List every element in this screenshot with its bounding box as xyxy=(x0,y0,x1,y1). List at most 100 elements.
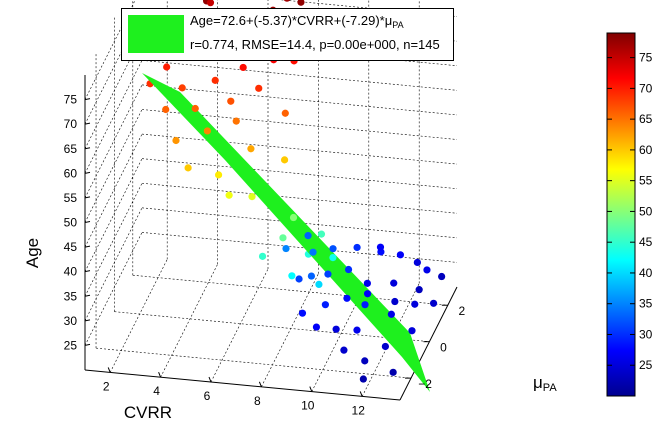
grid-line-x xyxy=(160,264,218,378)
data-point-front-37 xyxy=(343,294,351,302)
data-point-front-47 xyxy=(329,245,337,253)
grid-line-z xyxy=(141,60,458,91)
data-point-81 xyxy=(359,375,367,383)
z-tick-mark xyxy=(84,245,91,248)
data-point-69 xyxy=(332,325,340,333)
x-tick-mark xyxy=(359,391,363,397)
z-tick-label: 55 xyxy=(64,191,78,205)
data-point-front-51 xyxy=(413,258,421,267)
data-point-40 xyxy=(279,234,287,242)
z-tick-mark xyxy=(84,122,91,125)
z-tick-mark xyxy=(84,196,91,199)
x-tick-label: 10 xyxy=(301,399,315,413)
grid-line-y xyxy=(114,311,430,342)
data-point-front-27 xyxy=(206,0,215,7)
data-point-70 xyxy=(340,346,348,354)
y-tick-label: −2 xyxy=(418,377,432,391)
data-point-front-36 xyxy=(344,265,353,274)
grid-line-z xyxy=(141,158,458,189)
y-axis-label: μPA xyxy=(533,373,557,394)
data-point-66 xyxy=(295,275,303,283)
z-tick-mark xyxy=(84,98,91,101)
grid-line-z xyxy=(141,207,458,239)
data-point-front-34 xyxy=(329,254,337,262)
z-tick-label: 75 xyxy=(64,93,78,107)
grid-line-x xyxy=(210,268,269,383)
grid-line-x xyxy=(361,283,420,397)
data-point-71 xyxy=(353,326,361,334)
grid-line-x xyxy=(109,259,168,373)
colorbar-tick-label: 60 xyxy=(639,143,653,157)
colorbar-tick-label: 30 xyxy=(639,327,653,341)
data-point-27 xyxy=(172,136,180,145)
data-point-front-23 xyxy=(247,145,255,153)
data-point-front-24 xyxy=(297,0,305,6)
data-point-front-11 xyxy=(211,76,219,84)
grid-line-z xyxy=(141,133,458,165)
grid-line-x xyxy=(261,273,319,387)
data-point-67 xyxy=(298,309,307,317)
z-tick-mark xyxy=(84,171,91,174)
z-tick-label: 60 xyxy=(64,166,78,180)
colorbar-ticks: 25 30 35 40 45 50 55 60 65 70 75 xyxy=(607,51,653,372)
grid-line-z xyxy=(84,183,143,297)
data-point-front-46 xyxy=(309,248,317,256)
data-point-front-56 xyxy=(438,272,446,281)
legend-plane-swatch xyxy=(128,15,184,53)
data-point-front-16 xyxy=(239,63,247,72)
data-point-front-50 xyxy=(396,251,405,259)
data-point-front-20 xyxy=(255,84,263,92)
tick-labels: 25 30 35 40 45 50 55 60 65 70 75 2 4 6 8 10 12 −2 0 2 xyxy=(64,93,466,418)
x-tick-mark xyxy=(309,386,313,392)
data-point-72 xyxy=(361,357,369,365)
x-tick-label: 8 xyxy=(254,394,261,408)
data-point-36 xyxy=(225,191,233,199)
data-point-front-3 xyxy=(163,63,171,71)
grid-line-y xyxy=(132,274,448,306)
x-tick-label: 6 xyxy=(204,389,211,403)
z-tick-mark xyxy=(84,270,91,273)
data-point-68 xyxy=(312,323,321,331)
grid-line-z xyxy=(84,133,143,248)
z-tick-label: 65 xyxy=(64,142,78,156)
colorbar-gradient xyxy=(606,32,636,397)
data-point-front-10 xyxy=(191,104,199,113)
data-point-47 xyxy=(307,272,316,280)
grid-line-z xyxy=(84,84,143,199)
z-tick-mark xyxy=(84,294,91,297)
data-point-74 xyxy=(389,368,397,376)
grid-line-z xyxy=(84,158,143,272)
grid-line-z xyxy=(141,84,458,116)
data-point-front-52 xyxy=(408,327,416,335)
data-point-41 xyxy=(288,272,296,280)
data-point-front-42 xyxy=(391,297,399,306)
data-point-front-44 xyxy=(415,286,423,294)
z-tick-label: 45 xyxy=(64,240,78,254)
z-tick-label: 50 xyxy=(64,216,78,230)
legend-box: Age=72.6+(-5.37)*CVRR+(-7.29)*μPA r=0.77… xyxy=(121,8,454,61)
legend-equation-main: Age=72.6+(-5.37)*CVRR+(-7.29)*μ xyxy=(190,13,393,28)
data-point-front-54 xyxy=(423,266,431,274)
grid-line-z xyxy=(84,207,143,321)
z-tick-mark xyxy=(84,147,91,150)
colorbar: 25 30 35 40 45 50 55 60 65 70 75 xyxy=(606,32,653,397)
data-point-front-30 xyxy=(281,109,289,117)
data-point-front-40 xyxy=(361,301,369,309)
colorbar-tick-label: 45 xyxy=(639,235,653,249)
x-tick-label: 4 xyxy=(153,384,160,398)
data-point-79 xyxy=(282,244,290,253)
z-tick-mark xyxy=(84,343,91,346)
grid-line-z xyxy=(141,182,458,214)
z-tick-label: 40 xyxy=(64,265,78,279)
data-point-34 xyxy=(184,164,192,172)
grid-line-z xyxy=(84,232,143,346)
data-point-front-19 xyxy=(232,117,240,125)
x-tick-label: 12 xyxy=(352,403,366,417)
colorbar-tick-label: 25 xyxy=(639,358,653,372)
data-point-front-48 xyxy=(353,243,361,252)
data-point-front-26 xyxy=(283,0,291,2)
data-point-45 xyxy=(315,280,323,288)
data-point-front-45 xyxy=(411,300,419,308)
